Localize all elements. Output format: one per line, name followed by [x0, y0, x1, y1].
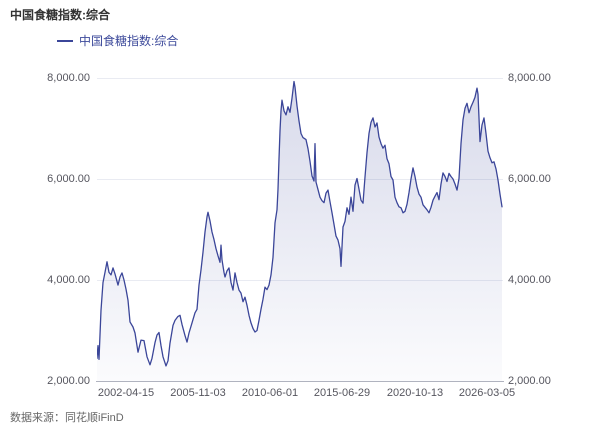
- data-source-label: 数据来源：同花顺iFinD: [10, 412, 124, 424]
- legend-item-sugar-index[interactable]: 中国食糖指数:综合: [57, 32, 178, 49]
- series-line: [96, 80, 503, 367]
- x-axis-label: 2015-06-29: [313, 387, 371, 399]
- x-axis-label: 2005-11-03: [170, 387, 226, 399]
- plot-area[interactable]: [96, 70, 503, 381]
- x-axis-line: [96, 381, 504, 382]
- y-axis-label-right: 2,000.00: [508, 375, 551, 387]
- x-axis-label: 2020-10-13: [386, 387, 444, 399]
- y-axis-label-right: 6,000.00: [508, 173, 551, 185]
- y-axis-label-left: 4,000.00: [47, 274, 90, 286]
- series-area-fill: [97, 81, 502, 381]
- x-axis-label: 2002-04-15: [97, 387, 155, 399]
- y-axis-label-right: 8,000.00: [508, 72, 551, 84]
- y-axis-label-right: 4,000.00: [508, 274, 551, 286]
- page-title: 中国食糖指数:综合: [10, 8, 110, 22]
- sugar-index-line-chart: [96, 80, 503, 381]
- y-axis-label-left: 6,000.00: [47, 173, 90, 185]
- y-axis-label-left: 8,000.00: [47, 72, 90, 84]
- gridline-8000: [97, 78, 503, 79]
- x-axis-label: 2010-06-01: [241, 387, 299, 399]
- x-axis-label: 2026-03-05: [458, 387, 516, 399]
- legend-line-icon: [57, 39, 73, 42]
- legend-label: 中国食糖指数:综合: [79, 34, 179, 48]
- y-axis-label-left: 2,000.00: [47, 375, 90, 387]
